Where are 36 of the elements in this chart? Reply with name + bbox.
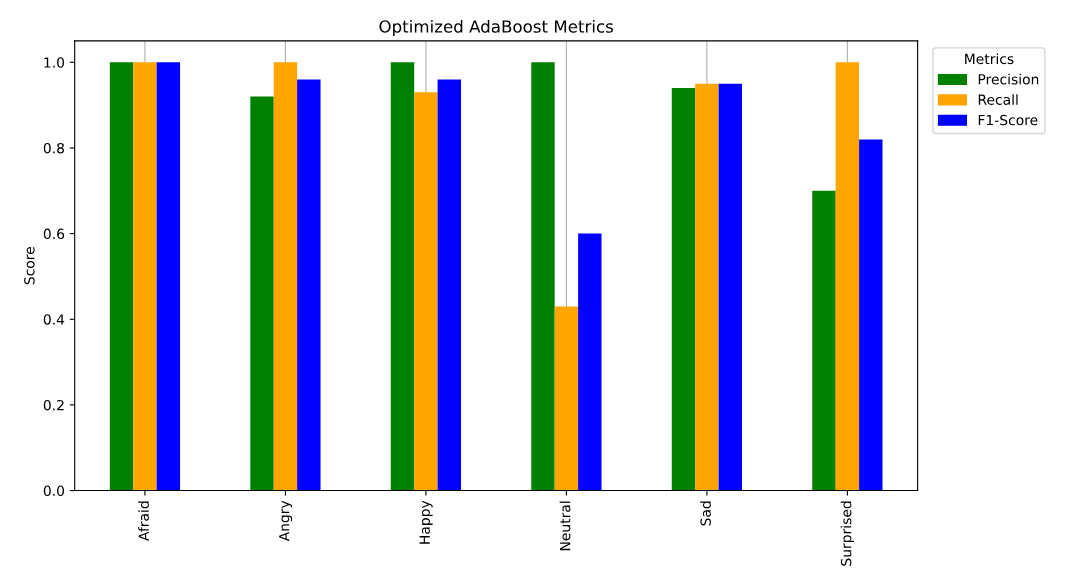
legend-label: Precision [978, 73, 1039, 85]
bar [437, 79, 462, 491]
bar [554, 306, 579, 491]
legend-label: F1-Score [978, 114, 1038, 126]
bar [109, 62, 134, 491]
bar [250, 96, 274, 491]
bar [812, 190, 836, 491]
x-tick-label: Surprised [840, 501, 855, 566]
x-tick-label: Sad [700, 501, 711, 526]
bar [695, 83, 719, 491]
legend-label: Recall [978, 94, 1018, 105]
bar [671, 87, 696, 491]
y-tick-label: 0.4 [43, 314, 65, 325]
y-tick-label: 0.2 [43, 399, 64, 411]
x-tick-label: Angry [279, 500, 293, 542]
y-tick-label: 0.6 [43, 228, 65, 240]
bar [718, 83, 743, 491]
x-tick-label: Neutral [559, 501, 571, 551]
bar [297, 79, 321, 491]
x-tick-label: Afraid [138, 501, 149, 541]
bar [531, 62, 555, 491]
y-tick-label: 0.8 [43, 142, 65, 154]
bar [156, 62, 181, 491]
y-axis-title: Score [24, 247, 35, 285]
bar [859, 139, 883, 491]
y-tick-label: 0.0 [43, 485, 65, 497]
bar [414, 92, 438, 491]
bar [835, 62, 860, 491]
bar [133, 62, 157, 491]
x-tick-label: Happy [419, 500, 433, 544]
bar [390, 62, 415, 491]
legend-title: Metrics [965, 53, 1014, 65]
bar [273, 62, 298, 491]
y-tick-label: 1.0 [44, 57, 65, 68]
chart-title: Optimized AdaBoost Metrics [379, 19, 614, 37]
bar [578, 233, 602, 491]
